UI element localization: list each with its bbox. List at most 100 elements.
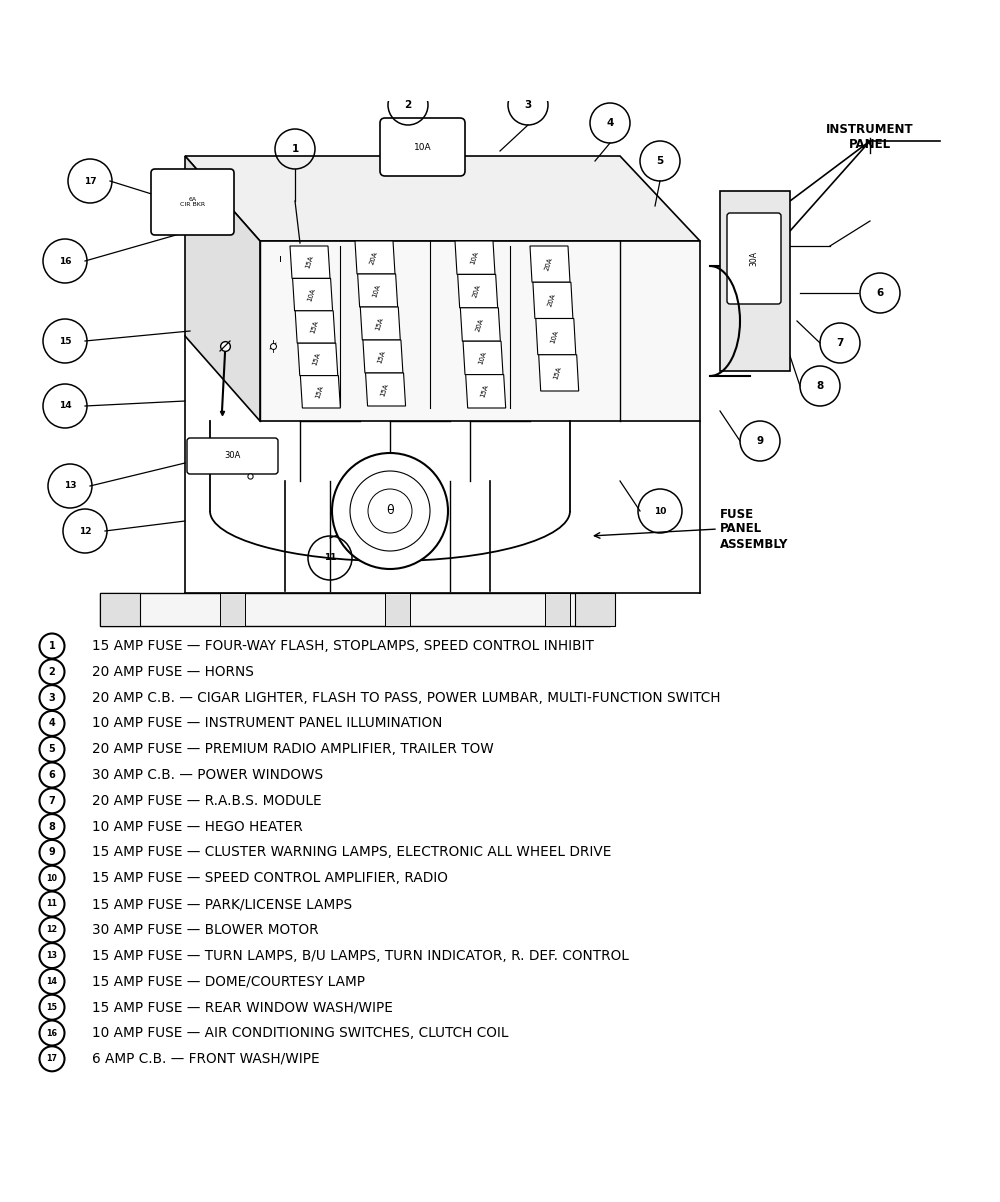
Polygon shape [539,355,579,391]
Text: 20A: 20A [474,317,484,332]
Text: 10: 10 [654,506,666,516]
Text: 20A: 20A [547,293,557,308]
Polygon shape [385,593,410,626]
Text: 15: 15 [46,1002,58,1012]
Text: 13: 13 [46,951,58,960]
Text: 15A: 15A [312,352,322,367]
Text: 5: 5 [49,744,55,754]
Text: 6 AMP C.B. — FRONT WASH/WIPE: 6 AMP C.B. — FRONT WASH/WIPE [92,1052,320,1066]
Polygon shape [720,191,790,371]
Text: 15A: 15A [480,383,490,399]
Text: 17: 17 [46,1054,58,1064]
Text: 15 AMP FUSE — FOUR-WAY FLASH, STOPLAMPS, SPEED CONTROL INHIBIT: 15 AMP FUSE — FOUR-WAY FLASH, STOPLAMPS,… [92,639,594,653]
Text: θ: θ [386,505,394,518]
Text: 6: 6 [49,770,55,780]
Polygon shape [100,593,140,626]
Text: 15 AMP FUSE — DOME/COURTESY LAMP: 15 AMP FUSE — DOME/COURTESY LAMP [92,975,365,988]
Text: 16: 16 [46,1029,58,1037]
Polygon shape [533,282,573,319]
Text: 1: 1 [291,144,299,154]
Polygon shape [355,240,395,274]
Text: 7: 7 [49,796,55,805]
FancyBboxPatch shape [151,169,234,236]
Text: 8: 8 [816,381,824,391]
Polygon shape [358,274,398,307]
Polygon shape [530,246,570,282]
FancyBboxPatch shape [187,438,278,474]
Text: 10A: 10A [372,282,382,298]
Polygon shape [460,308,500,341]
Text: 3: 3 [49,692,55,703]
Text: 20 AMP FUSE — R.A.B.S. MODULE: 20 AMP FUSE — R.A.B.S. MODULE [92,793,322,808]
Text: 20A: 20A [544,257,554,272]
Text: 10A: 10A [469,250,479,266]
Text: FUSE
PANEL
ASSEMBLY: FUSE PANEL ASSEMBLY [720,507,788,551]
Polygon shape [575,593,615,626]
Text: 15 AMP FUSE — SPEED CONTROL AMPLIFIER, RADIO: 15 AMP FUSE — SPEED CONTROL AMPLIFIER, R… [92,871,448,885]
FancyBboxPatch shape [727,213,781,304]
Text: 15A: 15A [377,349,387,364]
Polygon shape [260,240,700,421]
Text: 12: 12 [46,926,58,934]
Text: 15A: 15A [374,316,384,331]
Text: 10A: 10A [477,351,487,365]
Text: 10A: 10A [307,287,317,302]
Text: 15A: 15A [380,382,390,397]
Text: 10 AMP FUSE — AIR CONDITIONING SWITCHES, CLUTCH COIL: 10 AMP FUSE — AIR CONDITIONING SWITCHES,… [92,1027,509,1040]
Polygon shape [293,279,333,311]
Text: 20 AMP FUSE — PREMIUM RADIO AMPLIFIER, TRAILER TOW: 20 AMP FUSE — PREMIUM RADIO AMPLIFIER, T… [92,742,494,756]
Text: 20A: 20A [369,250,379,264]
Text: 15: 15 [59,337,71,345]
Polygon shape [363,340,403,373]
Text: 9: 9 [49,847,55,857]
Text: 15 AMP FUSE — PARK/LICENSE LAMPS: 15 AMP FUSE — PARK/LICENSE LAMPS [92,897,352,911]
Text: 20A: 20A [472,284,482,298]
Polygon shape [463,341,503,375]
Text: 7: 7 [836,338,844,349]
Polygon shape [290,246,330,279]
Text: 5: 5 [656,156,664,166]
Text: 3: 3 [524,100,532,111]
Polygon shape [220,593,245,626]
Text: 9: 9 [756,436,764,446]
Text: 13: 13 [64,482,76,490]
Polygon shape [536,319,576,355]
Text: 15A: 15A [309,320,319,334]
Text: 8: 8 [49,822,55,832]
Text: 10 AMP FUSE — HEGO HEATER: 10 AMP FUSE — HEGO HEATER [92,820,303,834]
Text: 20 AMP FUSE — HORNS: 20 AMP FUSE — HORNS [92,665,254,679]
Polygon shape [300,375,340,407]
Text: 14: 14 [46,977,58,986]
Text: 11: 11 [46,899,58,909]
Text: 1: 1 [49,641,55,651]
Polygon shape [458,274,498,308]
Text: 6: 6 [876,288,884,298]
Text: 30A: 30A [750,251,759,267]
Polygon shape [100,593,610,626]
Polygon shape [545,593,570,626]
Text: 30 AMP FUSE — BLOWER MOTOR: 30 AMP FUSE — BLOWER MOTOR [92,923,319,936]
Text: 30 AMP C.B. — POWER WINDOWS: 30 AMP C.B. — POWER WINDOWS [92,768,323,783]
Text: 15A: 15A [314,385,324,399]
Text: 12: 12 [79,526,91,536]
Text: 6A
CIR BKR: 6A CIR BKR [180,197,205,208]
Text: 30A: 30A [224,452,241,460]
Polygon shape [185,156,700,240]
Text: 4: 4 [606,118,614,127]
Text: 10: 10 [46,874,58,882]
Text: 15A: 15A [553,365,563,380]
Text: 10 AMP FUSE — INSTRUMENT PANEL ILLUMINATION: 10 AMP FUSE — INSTRUMENT PANEL ILLUMINAT… [92,716,442,731]
Text: 16: 16 [59,256,71,266]
Polygon shape [466,375,506,407]
Text: 15 AMP FUSE — TURN LAMPS, B/U LAMPS, TURN INDICATOR, R. DEF. CONTROL: 15 AMP FUSE — TURN LAMPS, B/U LAMPS, TUR… [92,948,629,963]
Text: 4: 4 [49,719,55,728]
Text: 15 AMP FUSE — CLUSTER WARNING LAMPS, ELECTRONIC ALL WHEEL DRIVE: 15 AMP FUSE — CLUSTER WARNING LAMPS, ELE… [92,845,611,859]
Polygon shape [298,344,338,375]
Text: 2: 2 [49,667,55,677]
Text: 10A: 10A [550,329,560,344]
Text: 14: 14 [59,401,71,411]
Text: 15A: 15A [304,255,314,269]
Text: 15 AMP FUSE — REAR WINDOW WASH/WIPE: 15 AMP FUSE — REAR WINDOW WASH/WIPE [92,1000,393,1014]
Text: INSTRUMENT
PANEL: INSTRUMENT PANEL [826,123,914,151]
Polygon shape [295,311,335,344]
